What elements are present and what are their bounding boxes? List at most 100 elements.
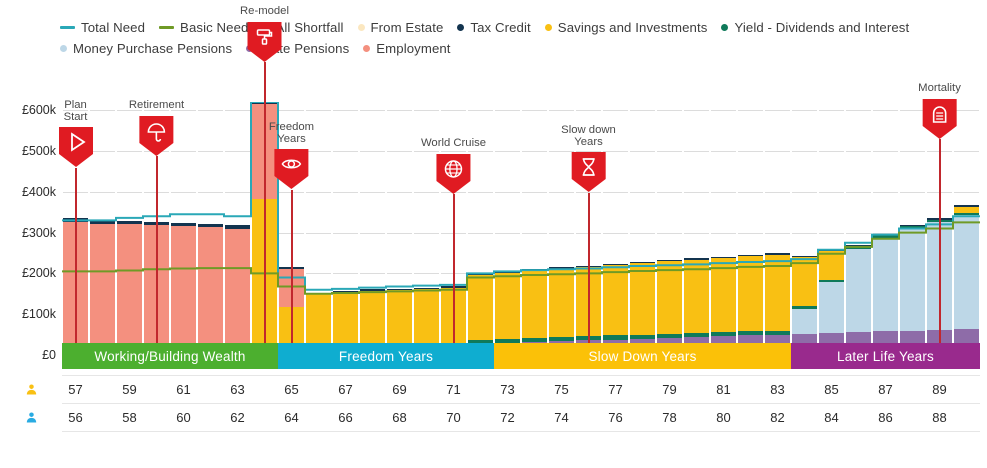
legend-swatch-dot-icon: [357, 24, 365, 31]
age-cell: 65: [284, 381, 299, 397]
bar-segment: [468, 339, 493, 344]
phase-band[interactable]: Slow Down Years: [494, 343, 791, 369]
phase-band-label: Working/Building Wealth: [94, 348, 246, 364]
y-axis: £600k £500k £400k £300k £200k £100k £0: [0, 85, 62, 362]
milestone-label: Freedom Years: [268, 121, 315, 145]
milestone-marker[interactable]: Retirement: [128, 99, 185, 158]
milestone-stem: [290, 190, 293, 355]
milestone-label: Mortality: [918, 82, 961, 94]
phase-band-label: Slow Down Years: [588, 348, 697, 364]
bar-segment: [414, 288, 439, 351]
legend-item[interactable]: Employment: [363, 41, 450, 56]
phase-band-label: Freedom Years: [338, 348, 434, 364]
milestone-marker[interactable]: Plan Start: [57, 99, 95, 169]
bar-segment: [522, 337, 547, 342]
phase-band-label: Later Life Years: [836, 348, 935, 364]
age-cell: 85: [824, 381, 839, 397]
gravestone-icon: [921, 97, 959, 141]
age-cell: 62: [230, 409, 245, 425]
globe-icon: [435, 152, 473, 196]
age-cell: 88: [932, 409, 947, 425]
milestone-layer: Plan Start Retirement Re-model Freedom Year…: [57, 5, 961, 359]
milestone-stem: [263, 62, 266, 355]
age-cell: 73: [500, 381, 515, 397]
bar-segment: [306, 293, 331, 351]
legend-label: From Estate: [370, 20, 444, 35]
bar-segment: [495, 338, 520, 343]
milestone-stem: [938, 139, 941, 355]
age-cell: 80: [716, 409, 731, 425]
phase-band[interactable]: Working/Building Wealth: [62, 343, 278, 369]
phase-band[interactable]: Freedom Years: [278, 343, 494, 369]
legend-label: Tax Credit: [470, 20, 531, 35]
legend-swatch-dot-icon: [363, 45, 371, 52]
age-cell: 84: [824, 409, 839, 425]
age-cell: 76: [608, 409, 623, 425]
legend-item[interactable]: Basic Need: [159, 20, 248, 35]
age-rows: 57 59 61 63 65 67 69 71 73 75 77 79 81 83 85 87 89 56 58 60…: [0, 375, 987, 432]
legend-swatch-line-icon: [159, 26, 175, 29]
milestone-marker[interactable]: World Cruise: [421, 137, 486, 196]
legend-item[interactable]: Savings and Investments: [544, 20, 708, 35]
eye-icon: [273, 147, 311, 191]
age-cell: 68: [392, 409, 407, 425]
age-cell: 82: [770, 409, 785, 425]
paint-roller-icon: [245, 20, 283, 64]
milestone-label: Re-model: [240, 5, 289, 17]
age-cell: 59: [122, 381, 137, 397]
bar-segment: [630, 334, 655, 339]
milestone-marker[interactable]: Mortality: [918, 82, 961, 141]
legend-item[interactable]: Money Purchase Pensions: [60, 41, 232, 56]
y-axis-tick: £400k: [21, 184, 56, 199]
age-cell: 67: [338, 381, 353, 397]
legend-swatch-dot-icon: [457, 24, 465, 31]
person-icon-secondary: [0, 410, 62, 425]
age-cell: 56: [68, 409, 83, 425]
y-axis-tick: £200k: [21, 266, 56, 281]
bar-segment: [765, 330, 790, 335]
milestone-marker[interactable]: Freedom Years: [268, 121, 315, 191]
milestone-label: Retirement: [128, 99, 185, 111]
legend-swatch-dot-icon: [544, 24, 552, 31]
y-axis-tick: £0: [42, 348, 56, 362]
age-cell: 75: [554, 381, 569, 397]
age-cell: 87: [878, 381, 893, 397]
legend-item[interactable]: Total Need: [60, 20, 145, 35]
y-axis-tick: £300k: [21, 225, 56, 240]
age-cell: 74: [554, 409, 569, 425]
age-cell: 86: [878, 409, 893, 425]
legend-swatch-dot-icon: [60, 45, 67, 52]
hourglass-icon: [569, 150, 607, 194]
age-cell-group: 57 59 61 63 65 67 69 71 73 75 77 79 81 83 85 87 89: [62, 382, 980, 397]
legend-swatch-line-icon: [60, 26, 75, 29]
legend-label: Basic Need: [180, 20, 249, 35]
age-cell: 72: [500, 409, 515, 425]
milestone-stem: [155, 156, 158, 355]
legend-label: All Shortfall: [275, 20, 344, 35]
age-cell: 57: [68, 381, 83, 397]
age-cell: 69: [392, 381, 407, 397]
age-cell: 83: [770, 381, 785, 397]
legend-label: Yield - Dividends and Interest: [734, 20, 910, 35]
age-cell: 58: [122, 409, 137, 425]
row-divider: [62, 431, 980, 432]
milestone-label: Slow down Years: [561, 124, 616, 148]
legend-label: State Pensions: [259, 41, 350, 56]
bar-segment: [711, 332, 736, 337]
age-row: 57 59 61 63 65 67 69 71 73 75 77 79 81 83 85 87 89: [0, 375, 987, 403]
phase-band[interactable]: Later Life Years: [791, 343, 980, 369]
play-icon: [57, 125, 95, 169]
row-divider: [62, 375, 980, 376]
milestone-marker[interactable]: Slow down Years: [561, 124, 616, 194]
legend-item[interactable]: Yield - Dividends and Interest: [721, 20, 909, 35]
legend-label: Employment: [376, 41, 451, 56]
bar-segment: [387, 289, 412, 351]
legend-item[interactable]: From Estate: [357, 20, 444, 35]
bar-segment: [603, 335, 628, 340]
legend-item[interactable]: Tax Credit: [457, 20, 531, 35]
bar-segment: [549, 337, 574, 342]
age-cell: 66: [338, 409, 353, 425]
milestone-marker[interactable]: Re-model: [240, 5, 289, 64]
row-divider: [62, 403, 980, 404]
bar-segment: [738, 331, 763, 336]
